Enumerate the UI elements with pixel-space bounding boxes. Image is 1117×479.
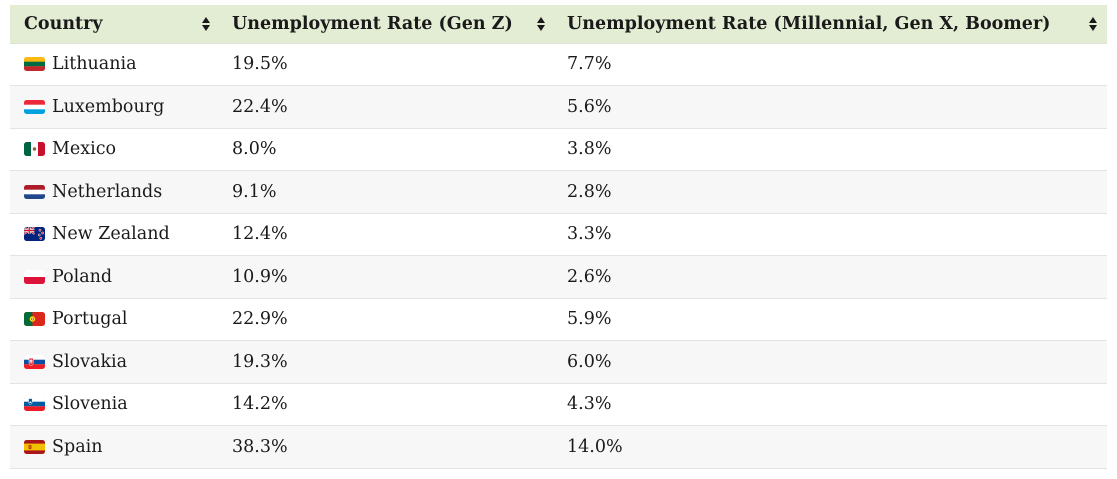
- country-name: Portugal: [52, 309, 128, 330]
- older-rate-cell: 2.6%: [555, 255, 1107, 298]
- older-rate-cell: 4.3%: [555, 382, 1107, 426]
- older-rate-cell: 7.7%: [567, 54, 612, 75]
- poland-flag-icon: [24, 269, 45, 284]
- table-row: Poland 10.9% 2.6%: [10, 255, 1107, 298]
- table-row: Slovakia 19.3% 6.0%: [10, 340, 1107, 383]
- country-name: New Zealand: [52, 224, 170, 245]
- older-rate-cell: 2.8%: [555, 170, 1107, 213]
- country-cell: New Zealand: [10, 212, 220, 256]
- older-rate-cell: 5.6%: [555, 85, 1107, 128]
- luxembourg-flag-icon: [24, 99, 45, 114]
- column-header-older-rate[interactable]: Unemployment Rate (Millennial, Gen X, Bo…: [555, 5, 1107, 44]
- genz-rate-cell: 22.9%: [220, 297, 555, 341]
- portugal-flag-icon: [24, 312, 45, 327]
- column-label-genz-rate: Unemployment Rate (Gen Z): [232, 13, 513, 34]
- country-cell: Netherlands: [10, 170, 220, 213]
- country-name: Slovakia: [52, 351, 128, 372]
- country-name: Slovenia: [52, 394, 128, 415]
- column-label-older-rate: Unemployment Rate (Millennial, Gen X, Bo…: [567, 13, 1051, 34]
- older-rate-cell: 3.3%: [555, 212, 1107, 256]
- table-row: Spain 38.3% 14.0%: [10, 425, 1107, 469]
- country-name: Mexico: [52, 139, 117, 160]
- column-header-country[interactable]: Country: [10, 5, 220, 44]
- genz-rate-cell: 9.1%: [220, 170, 555, 213]
- table-row: Luxembourg 22.4% 5.6%: [10, 85, 1107, 128]
- country-name: Poland: [52, 266, 113, 287]
- country-cell: Slovakia: [10, 340, 220, 383]
- country-cell: Poland: [10, 255, 220, 298]
- older-rate-cell: 14.0%: [555, 425, 1107, 469]
- mexico-flag-icon: [24, 142, 45, 157]
- genz-rate-cell: 8.0%: [220, 127, 555, 171]
- table-row: New Zealand 12.4% 3.3%: [10, 212, 1107, 256]
- genz-rate-cell: 38.3%: [220, 425, 555, 469]
- netherlands-flag-icon: [24, 184, 45, 199]
- genz-rate-cell: 12.4%: [220, 212, 555, 256]
- spain-flag-icon: [24, 439, 45, 454]
- country-name: Netherlands: [52, 181, 163, 202]
- table-row: Portugal 22.9% 5.9%: [10, 297, 1107, 341]
- unemployment-table-container: Country Unemployment Rate (Gen Z) Unempl…: [10, 5, 1107, 469]
- country-name: Lithuania: [52, 54, 137, 75]
- slovenia-flag-icon: [24, 397, 45, 412]
- column-label-country: Country: [24, 13, 103, 34]
- country-cell: Spain: [10, 425, 220, 469]
- country-cell: Slovenia: [10, 382, 220, 426]
- genz-rate-cell: 19.5%: [232, 54, 288, 75]
- country-cell: Mexico: [10, 127, 220, 171]
- slovakia-flag-icon: [24, 354, 45, 369]
- genz-rate-cell: 22.4%: [220, 85, 555, 128]
- older-rate-cell: 3.8%: [555, 127, 1107, 171]
- older-rate-cell: 6.0%: [555, 340, 1107, 383]
- table-row: Mexico 8.0% 3.8%: [10, 127, 1107, 171]
- country-cell: Lithuania: [10, 43, 220, 86]
- genz-rate-cell: 19.3%: [220, 340, 555, 383]
- table-row: Netherlands 9.1% 2.8%: [10, 170, 1107, 213]
- sort-country-icon[interactable]: [202, 16, 210, 31]
- country-name: Luxembourg: [52, 96, 165, 117]
- country-cell: Portugal: [10, 297, 220, 341]
- column-header-genz-rate[interactable]: Unemployment Rate (Gen Z): [220, 5, 555, 44]
- lithuania-flag-icon: [24, 57, 45, 72]
- sort-older-rate-icon[interactable]: [1089, 16, 1097, 31]
- header-row: Country Unemployment Rate (Gen Z) Unempl…: [10, 5, 1107, 44]
- sort-genz-rate-icon[interactable]: [537, 16, 545, 31]
- genz-rate-cell: 10.9%: [220, 255, 555, 298]
- older-rate-cell: 5.9%: [555, 297, 1107, 341]
- unemployment-table: Country Unemployment Rate (Gen Z) Unempl…: [10, 5, 1107, 469]
- table-row: Slovenia 14.2% 4.3%: [10, 382, 1107, 426]
- new-zealand-flag-icon: [24, 227, 45, 242]
- genz-rate-cell: 14.2%: [220, 382, 555, 426]
- country-name: Spain: [52, 436, 103, 457]
- table-row: Lithuania 19.5% 7.7%: [10, 43, 1107, 86]
- country-cell: Luxembourg: [10, 85, 220, 128]
